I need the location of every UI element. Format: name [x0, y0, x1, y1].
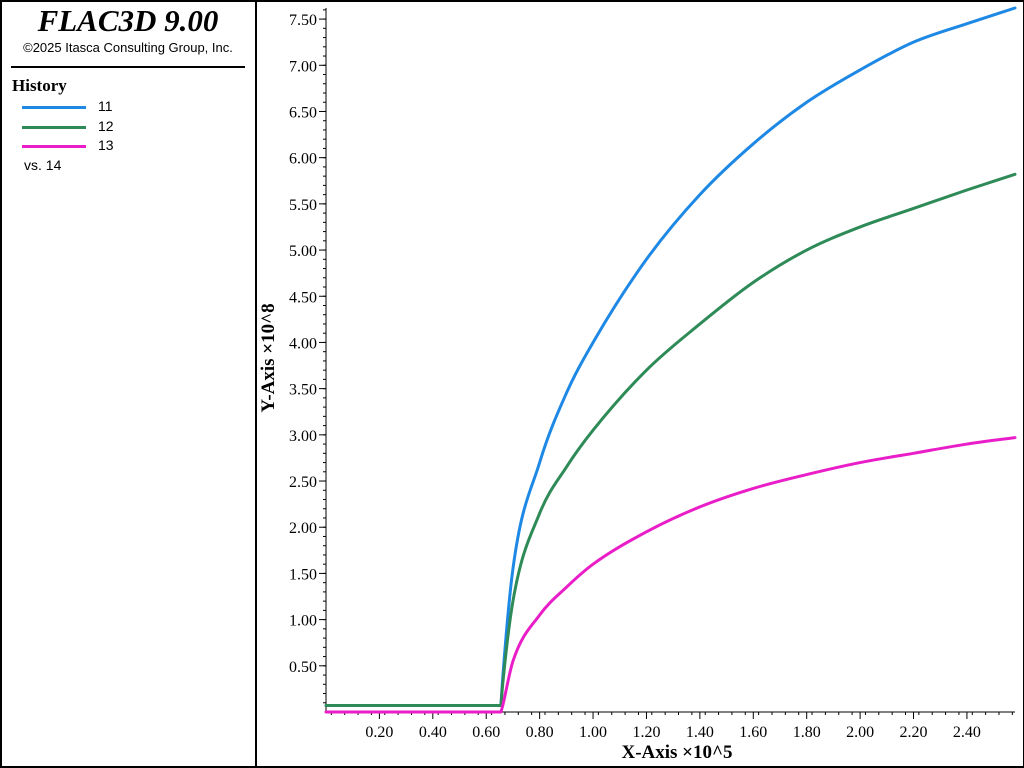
- legend-swatch-13: [22, 145, 86, 148]
- x-tick-label: 1.40: [686, 724, 714, 741]
- x-tick-label: 1.80: [793, 724, 821, 741]
- legend-label-11: 11: [98, 98, 113, 114]
- x-tick-label: 0.60: [472, 724, 500, 741]
- legend-title: History: [12, 76, 67, 95]
- x-tick-label: 2.00: [846, 724, 874, 741]
- x-tick-label: 0.40: [419, 724, 447, 741]
- x-tick-label: 2.40: [953, 724, 981, 741]
- app-title: FLAC3D 9.00: [37, 3, 219, 38]
- x-tick-label: 1.60: [739, 724, 767, 741]
- y-tick-label: 1.50: [289, 566, 317, 583]
- y-tick-label: 5.50: [289, 197, 317, 214]
- y-tick-label: 1.00: [289, 613, 317, 630]
- series-line-11: [324, 6, 1017, 708]
- y-tick-label: 0.50: [289, 659, 317, 676]
- y-tick-label: 6.50: [289, 104, 317, 121]
- y-tick-label: 6.00: [289, 151, 317, 168]
- y-axis-title: Y-Axis ×10^8: [258, 303, 279, 412]
- y-tick-label: 3.50: [289, 382, 317, 399]
- y-tick-label: 2.00: [289, 520, 317, 537]
- y-tick-label: 5.00: [289, 243, 317, 260]
- panel-separator: [255, 0, 257, 768]
- y-tick-label: 4.50: [289, 289, 317, 306]
- legend-swatch-11: [22, 106, 86, 109]
- y-tick-label: 7.50: [289, 12, 317, 29]
- axis-ticks: 0.20 0.40 0.60 0.80 1.00 1.20 1.40 1.60 1.80 2.00…: [289, 8, 1015, 741]
- x-axis-title: X-Axis ×10^5: [621, 742, 732, 763]
- y-tick-label: 7.00: [289, 58, 317, 75]
- series-line-12: [324, 172, 1017, 708]
- series-lines: [324, 6, 1017, 714]
- x-tick-label: 0.80: [526, 724, 554, 741]
- legend-vs-label: vs. 14: [24, 157, 62, 173]
- y-tick-label: 4.00: [289, 335, 317, 352]
- legend-label-12: 12: [98, 118, 114, 134]
- x-tick-label: 0.20: [365, 724, 393, 741]
- y-tick-label: 3.00: [289, 428, 317, 445]
- x-tick-label: 1.00: [579, 724, 607, 741]
- x-tick-label: 1.20: [632, 724, 660, 741]
- legend-label-13: 13: [98, 137, 114, 153]
- series-line-13: [324, 436, 1017, 714]
- y-tick-label: 2.50: [289, 474, 317, 491]
- copyright-text: ©2025 Itasca Consulting Group, Inc.: [23, 40, 233, 55]
- panel-divider: [11, 66, 245, 68]
- x-tick-label: 2.20: [900, 724, 928, 741]
- side-panel: FLAC3D 9.00 ©2025 Itasca Consulting Grou…: [0, 0, 256, 768]
- legend-swatch-12: [22, 126, 86, 129]
